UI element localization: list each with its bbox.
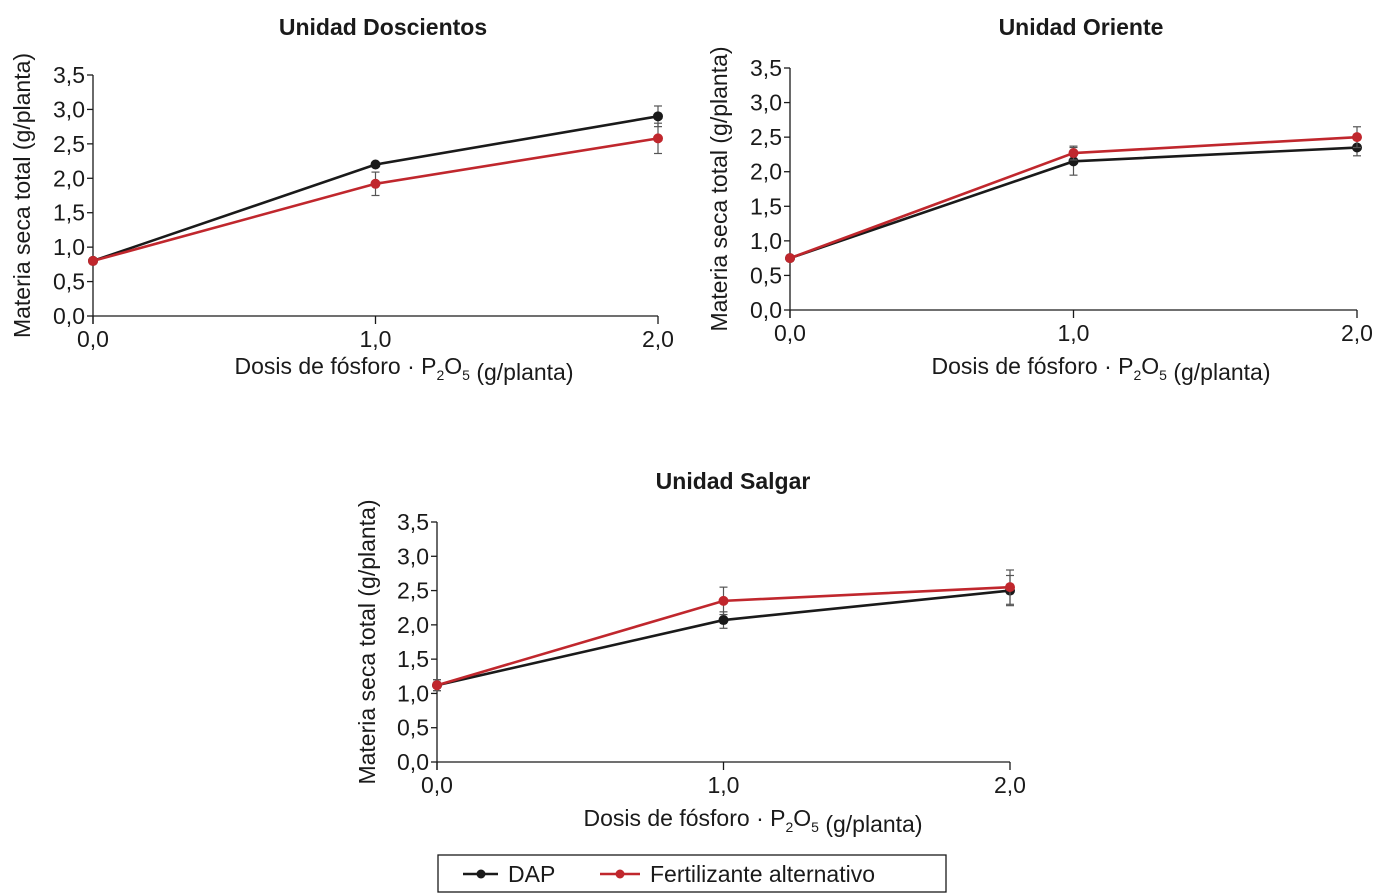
y-tick-label: 0,5 xyxy=(750,262,782,288)
y-tick-label: 1,5 xyxy=(750,193,782,219)
legend-item-alternativo: Fertilizante alternativo xyxy=(600,861,875,887)
legend-label-dap: DAP xyxy=(508,861,555,887)
y-tick-label: 1,5 xyxy=(397,646,429,672)
legend-marker-alternativo xyxy=(615,869,625,879)
x-tick-label: 1,0 xyxy=(1058,320,1090,346)
legend-marker-dap xyxy=(476,869,486,879)
x-axis-label: Dosis de fósforo · P2O5 (g/planta) xyxy=(583,805,922,837)
series-alternativo xyxy=(88,122,663,266)
chart-panel-1: Unidad Doscientos 0,0 0,5 1,0 1,5 2,0 2,5 3,0 3,… xyxy=(9,14,674,385)
data-point xyxy=(718,595,729,606)
y-tick-label: 2,0 xyxy=(53,165,85,191)
legend-label-alternativo: Fertilizante alternativo xyxy=(650,861,875,887)
y-axis-label: Materia seca total (g/planta) xyxy=(354,499,380,784)
series-alternativo xyxy=(785,126,1362,264)
y-tick-label: 0,0 xyxy=(53,303,85,329)
data-point xyxy=(88,255,98,266)
chart-title: Unidad Salgar xyxy=(656,468,811,494)
data-point xyxy=(1068,148,1079,159)
data-point xyxy=(1068,156,1079,167)
y-tick-label: 1,0 xyxy=(397,680,429,706)
y-tick-label: 3,0 xyxy=(397,543,429,569)
y-tick-label: 2,0 xyxy=(397,612,429,638)
y-tick-label: 2,5 xyxy=(397,578,429,604)
y-axis-label: Materia seca total (g/planta) xyxy=(9,53,35,338)
x-tick-label: 2,0 xyxy=(642,326,674,352)
chart-panel-3: Unidad Salgar 0,0 0,5 1,0 1,5 2,0 2,5 3,0 3,5 0,0… xyxy=(354,468,1026,837)
y-tick-label: 3,5 xyxy=(397,509,429,535)
legend: DAP Fertilizante alternativo xyxy=(437,854,947,893)
data-point xyxy=(370,159,381,170)
y-tick-label: 3,0 xyxy=(750,90,782,116)
y-tick-label: 1,0 xyxy=(750,228,782,254)
x-tick-label: 1,0 xyxy=(708,772,740,798)
charts-group: Unidad Doscientos 0,0 0,5 1,0 1,5 2,0 2,5 3,0 3,… xyxy=(9,14,1373,837)
y-tick-label: 2,5 xyxy=(750,124,782,150)
y-tick-label: 3,0 xyxy=(53,96,85,122)
y-tick-label: 2,0 xyxy=(750,159,782,185)
data-point xyxy=(1352,132,1362,143)
legend-box xyxy=(437,854,947,893)
y-tick-label: 3,5 xyxy=(53,62,85,88)
data-point xyxy=(653,133,663,144)
y-axis-label: Materia seca total (g/planta) xyxy=(706,46,732,331)
legend-item-dap: DAP xyxy=(463,861,555,887)
data-point xyxy=(653,111,663,122)
data-point xyxy=(370,178,381,189)
series-alternativo xyxy=(432,569,1015,692)
x-tick-label: 0,0 xyxy=(421,772,453,798)
data-point xyxy=(785,253,795,264)
x-tick-label: 2,0 xyxy=(1341,320,1373,346)
y-tick-label: 2,5 xyxy=(53,131,85,157)
chart-title: Unidad Doscientos xyxy=(279,14,487,40)
data-point xyxy=(718,615,729,626)
series-line xyxy=(92,137,659,263)
data-point xyxy=(432,680,442,691)
y-tick-label: 0,5 xyxy=(397,715,429,741)
y-tick-label: 1,5 xyxy=(53,200,85,226)
x-tick-label: 1,0 xyxy=(360,326,392,352)
y-tick-label: 3,5 xyxy=(750,55,782,81)
x-axis-label: Dosis de fósforo · P2O5 (g/planta) xyxy=(234,353,573,385)
x-tick-label: 0,0 xyxy=(77,326,109,352)
y-tick-label: 1,0 xyxy=(53,234,85,260)
x-axis-label: Dosis de fósforo · P2O5 (g/planta) xyxy=(931,353,1270,385)
x-tick-label: 2,0 xyxy=(994,772,1026,798)
chart-title: Unidad Oriente xyxy=(999,14,1164,40)
y-tick-label: 0,0 xyxy=(397,749,429,775)
y-tick-label: 0,0 xyxy=(750,297,782,323)
chart-panel-2: Unidad Oriente 0,0 0,5 1,0 1,5 2,0 2,5 3,0 3,5 0,… xyxy=(706,14,1373,385)
x-tick-label: 0,0 xyxy=(774,320,806,346)
data-point xyxy=(1005,582,1015,593)
y-tick-label: 0,5 xyxy=(53,269,85,295)
